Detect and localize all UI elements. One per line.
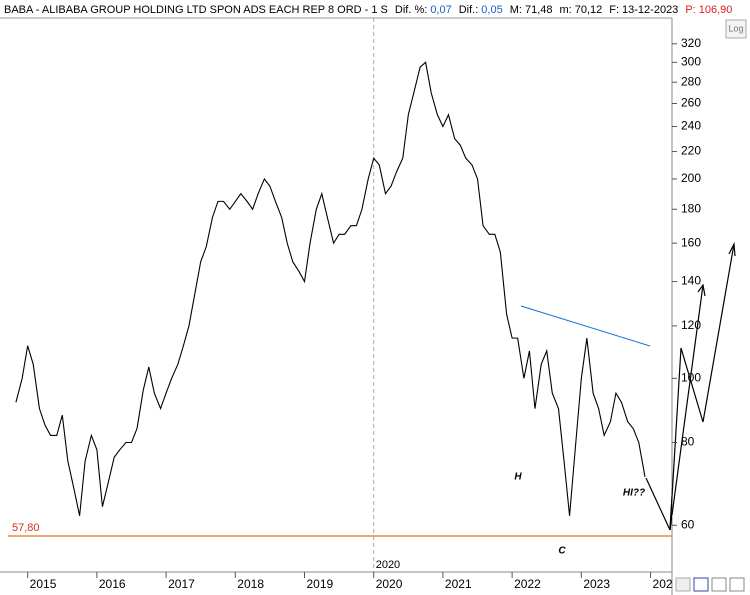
- x-tick-label: 2018: [237, 577, 264, 591]
- projection-line: [669, 243, 735, 531]
- x-tick-label: 2015: [30, 577, 57, 591]
- header-label: M:: [510, 4, 522, 16]
- x-tick-label: 2016: [99, 577, 126, 591]
- y-tick-label: 80: [681, 435, 695, 449]
- x-tick-label: 2024: [653, 577, 680, 591]
- y-tick-label: 120: [681, 318, 701, 332]
- log-button[interactable]: [725, 19, 747, 39]
- x-tick-label: 2020: [376, 577, 403, 591]
- arrow-head: [697, 283, 706, 297]
- print-icon[interactable]: [711, 577, 727, 592]
- annotation: HI??: [623, 488, 645, 499]
- save-icon[interactable]: [693, 577, 709, 592]
- header: BABA - ALIBABA GROUP HOLDING LTD SPON AD…: [4, 4, 732, 16]
- x-tick-label: 2022: [514, 577, 541, 591]
- header-label: m:: [559, 4, 571, 16]
- header-label: P:: [685, 4, 695, 16]
- header-label: F:: [609, 4, 619, 16]
- projection-line: [671, 284, 704, 516]
- x-tick-label: 2019: [307, 577, 334, 591]
- header-label: Dif.:: [459, 4, 479, 16]
- close-icon[interactable]: [729, 577, 745, 592]
- header-value: 71,48: [525, 4, 553, 16]
- x-tick-label: 2023: [583, 577, 610, 591]
- y-tick-label: 260: [681, 96, 701, 110]
- header-label: Dif. %:: [395, 4, 427, 16]
- arrow-head: [728, 241, 736, 257]
- header-value: 13-12-2023: [622, 4, 678, 16]
- tool-icon[interactable]: [675, 577, 691, 592]
- y-tick-label: 240: [681, 119, 701, 133]
- header-value: 106,90: [699, 4, 733, 16]
- support-label: 57,80: [12, 522, 40, 534]
- y-tick-label: 280: [681, 74, 701, 88]
- annotation: H: [514, 472, 522, 483]
- y-tick-label: 100: [681, 371, 701, 385]
- x-tick-label: 2017: [168, 577, 195, 591]
- plot-area: 2015 2016 2017 2018 2019 2020 2021 2022 2023 2024…: [8, 18, 680, 591]
- y-tick-label: 220: [681, 144, 701, 158]
- y-tick-label: 180: [681, 201, 701, 215]
- header-value: 70,12: [575, 4, 603, 16]
- y-tick-label: 140: [681, 274, 701, 288]
- y-tick-label: 160: [681, 235, 701, 249]
- log-button-label[interactable]: Log: [728, 23, 743, 33]
- price-line: [15, 61, 646, 516]
- y-tick-label: 200: [681, 171, 701, 185]
- y-tick-label: 60: [681, 517, 695, 531]
- trend-line: [520, 305, 651, 347]
- header-title: BABA - ALIBABA GROUP HOLDING LTD SPON AD…: [4, 4, 388, 16]
- projection-line: [645, 477, 672, 531]
- y-tick-label: 320: [681, 36, 701, 50]
- period-label: 2020: [376, 559, 400, 571]
- header-value: 0,05: [481, 4, 502, 16]
- x-tick-label: 2021: [445, 577, 472, 591]
- y-tick-label: 300: [681, 55, 701, 69]
- annotation: C: [558, 546, 566, 557]
- header-value: 0,07: [430, 4, 451, 16]
